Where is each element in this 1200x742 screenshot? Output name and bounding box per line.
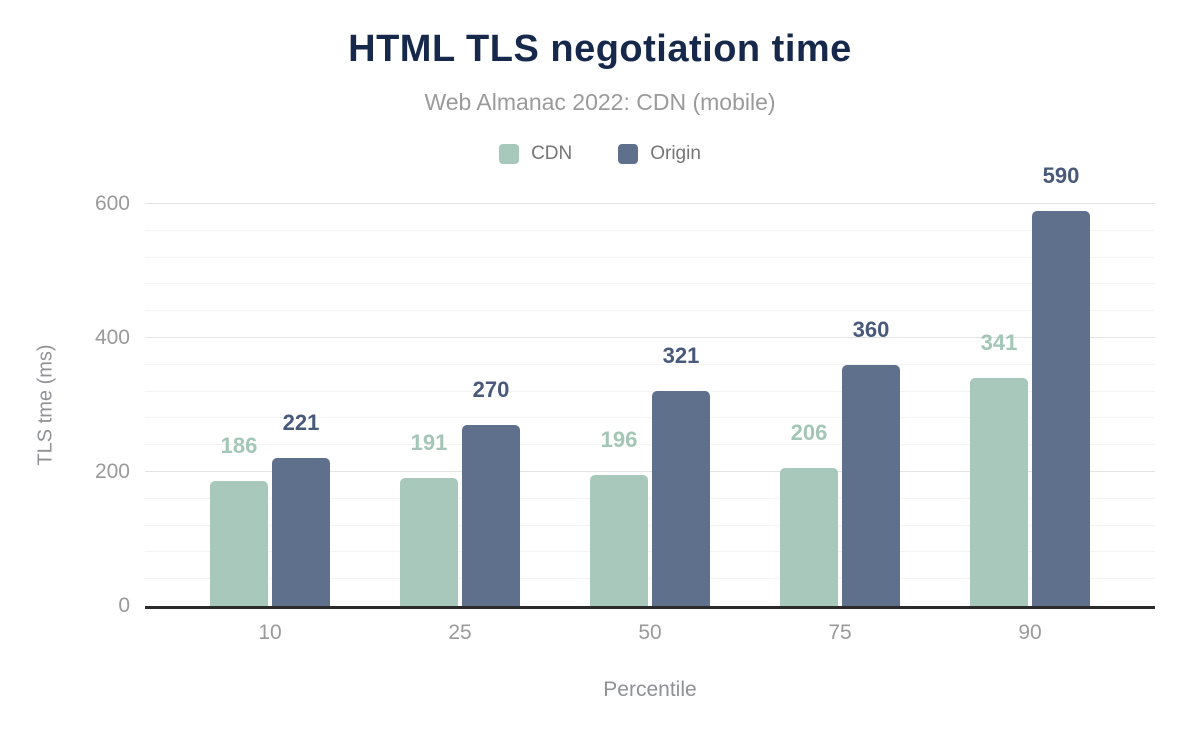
bar-group: 341 590	[935, 163, 1125, 606]
bar-value-label: 196	[600, 426, 638, 452]
bar-value-label: 321	[662, 342, 700, 368]
chart-title: HTML TLS negotiation time	[348, 28, 852, 70]
bar-origin: 360	[842, 317, 900, 606]
legend-item-origin: Origin	[618, 143, 701, 165]
gridline	[145, 497, 1155, 499]
bar-cdn: 186	[210, 433, 268, 606]
gridline	[145, 283, 1155, 285]
gridline	[145, 417, 1155, 419]
x-axis-tick-label: 25	[448, 621, 472, 644]
legend-swatch-icon	[499, 144, 520, 164]
bar-group: 196 321	[555, 204, 745, 606]
bar-value-label: 590	[1042, 162, 1080, 188]
bar-origin: 321	[652, 343, 710, 606]
gridline	[145, 310, 1155, 312]
bar-value-label: 270	[472, 377, 510, 403]
y-axis-tick-label: 400	[94, 326, 130, 350]
legend-label: Origin	[650, 143, 701, 164]
bar-cdn: 341	[970, 330, 1028, 606]
y-axis-tick-label: 600	[94, 192, 130, 215]
plot-area: 186 221 191 270 196 321 206 360 341 590	[145, 163, 1155, 609]
bar-value-label: 360	[852, 316, 890, 342]
legend-item-cdn: CDN	[499, 143, 572, 165]
bar-value-label: 206	[790, 419, 828, 445]
x-axis-tick-label: 90	[1018, 621, 1042, 644]
y-axis-tick-label: 0	[118, 594, 130, 617]
gridline	[145, 390, 1155, 392]
gridline	[145, 256, 1155, 258]
bar-cdn: 206	[780, 420, 838, 606]
gridline	[145, 363, 1155, 365]
gridline	[145, 471, 1155, 473]
bar-group: 206 360	[745, 204, 935, 606]
gridline	[145, 578, 1155, 580]
x-axis-tick-label: 75	[828, 621, 852, 644]
bar-origin: 270	[462, 377, 520, 606]
x-axis-title: Percentile	[603, 678, 697, 701]
y-axis-tick-label: 200	[94, 460, 130, 484]
bar-cdn: 196	[590, 427, 648, 606]
bar-group: 191 270	[365, 204, 555, 606]
bar-value-label: 186	[220, 433, 258, 459]
bar-group: 186 221	[175, 204, 365, 606]
bar-groups: 186 221 191 270 196 321 206 360 341 590	[145, 163, 1155, 606]
gridline	[145, 337, 1155, 339]
chart-subtitle: Web Almanac 2022: CDN (mobile)	[424, 89, 776, 115]
gridline	[145, 229, 1155, 231]
gridline	[145, 524, 1155, 526]
x-axis-tick-label: 50	[638, 621, 662, 644]
bar-value-label: 191	[410, 430, 448, 456]
gridline	[145, 551, 1155, 553]
bar-origin: 590	[1032, 163, 1090, 606]
gridline	[145, 203, 1155, 204]
x-axis-tick-label: 10	[258, 621, 282, 644]
legend: CDN Origin	[0, 143, 1200, 165]
bar-origin: 221	[272, 410, 330, 606]
gridlines	[145, 203, 1155, 606]
gridline	[145, 444, 1155, 446]
bar-value-label: 221	[282, 409, 320, 435]
bar-value-label: 341	[980, 329, 1018, 355]
legend-swatch-icon	[618, 144, 639, 164]
y-axis-tick-labels: 0 200 400 600	[0, 192, 130, 617]
x-axis-tick-labels: 10 25 50 75 90	[145, 621, 1155, 645]
legend-label: CDN	[531, 143, 573, 164]
bar-cdn: 191	[400, 430, 458, 606]
